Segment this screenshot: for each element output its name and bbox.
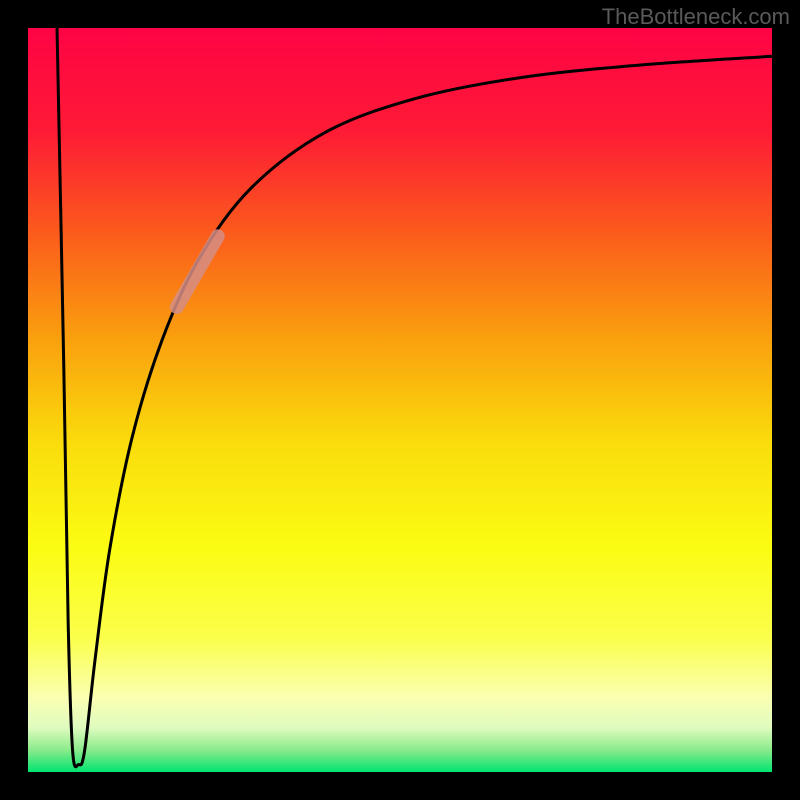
chart-container: TheBottleneck.com — [0, 0, 800, 800]
bottleneck-chart — [0, 0, 800, 800]
chart-background — [28, 28, 772, 772]
source-watermark: TheBottleneck.com — [602, 4, 790, 30]
